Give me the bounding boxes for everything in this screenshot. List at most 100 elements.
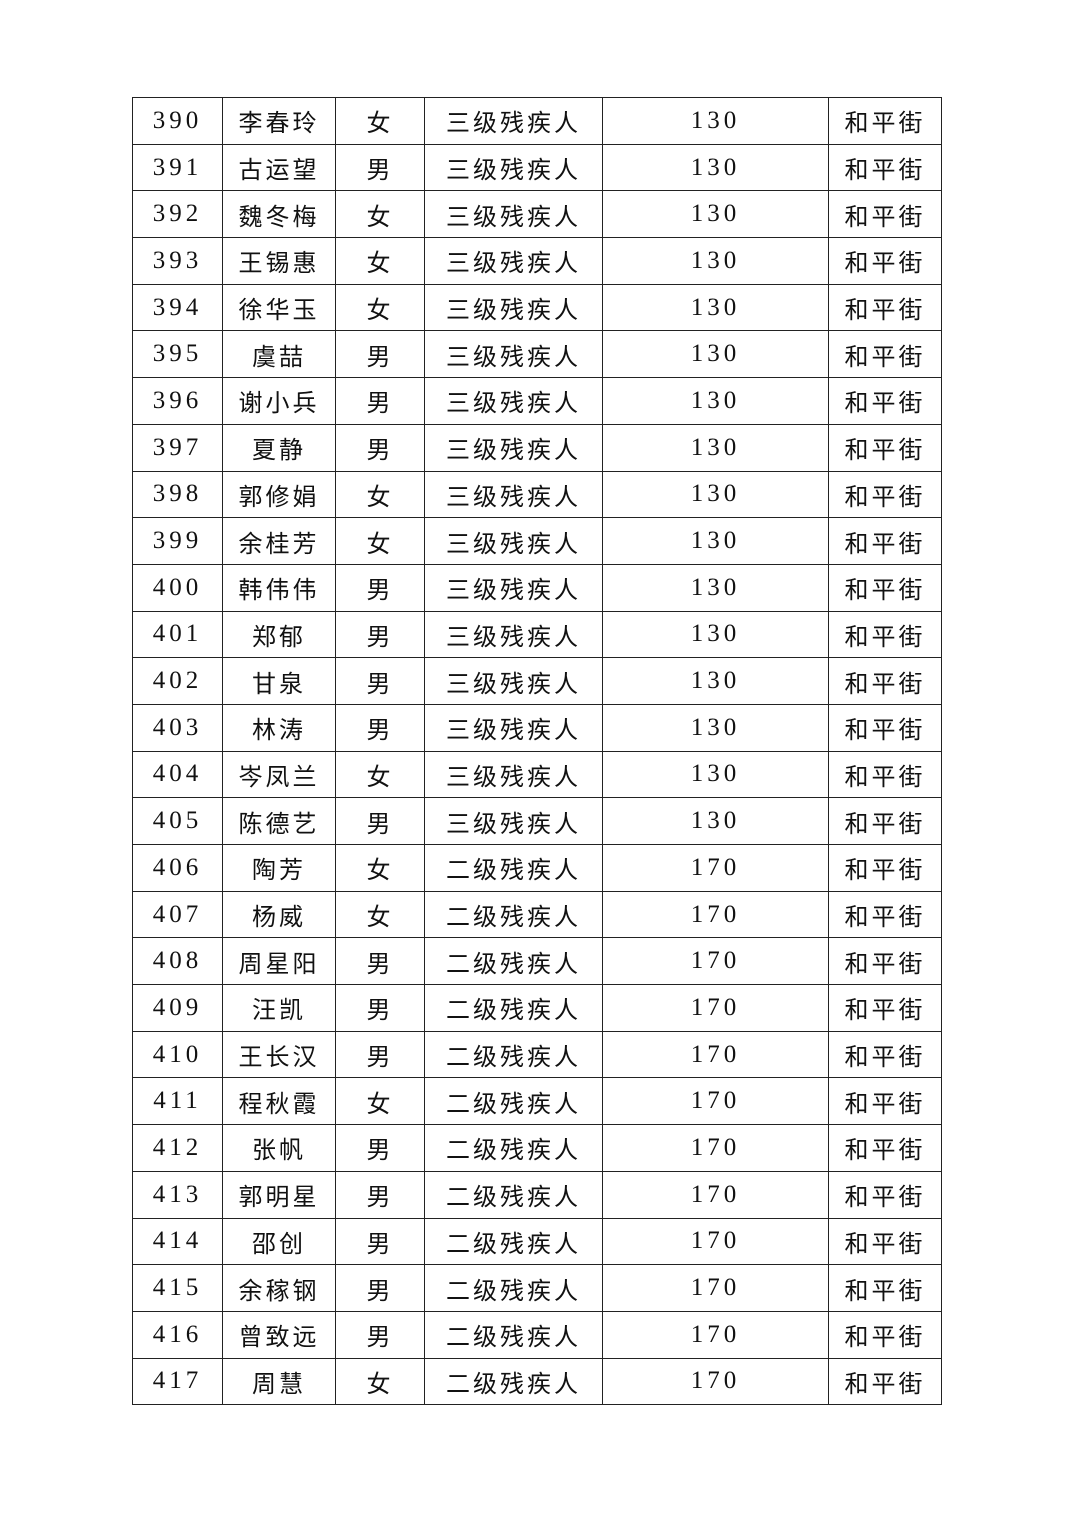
amount-cell: 130: [602, 330, 829, 379]
table-row: 411 程秋霞女二级残疾人 170 和平街: [132, 1077, 942, 1126]
gender-cell: 男: [335, 143, 425, 192]
gender-cell: 男: [335, 984, 425, 1032]
street-cell: 和平街: [828, 330, 942, 379]
street-cell: 和平街: [828, 844, 942, 892]
street-cell: 和平街: [828, 1124, 942, 1172]
amount-cell: 170: [602, 1310, 829, 1359]
disability-level-cell: 二级残疾人: [424, 1357, 603, 1406]
amount-cell: 170: [602, 844, 829, 892]
serial-number-cell: 396: [132, 377, 223, 425]
amount-cell: 130: [602, 797, 829, 845]
street-cell: 和平街: [828, 610, 942, 659]
table-row: 394 徐华玉女三级残疾人 130 和平街: [132, 283, 942, 332]
name-cell: 汪凯: [222, 984, 336, 1032]
disability-level-cell: 三级残疾人: [424, 470, 603, 519]
table-row: 400 韩伟伟男三级残疾人 130 和平街: [132, 563, 942, 612]
name-cell: 夏静: [222, 423, 336, 472]
serial-number-cell: 413: [132, 1170, 223, 1219]
name-cell: 郭修娟: [222, 470, 336, 519]
serial-number-cell: 399: [132, 517, 223, 565]
amount-cell: 130: [602, 750, 829, 799]
disability-level-cell: 二级残疾人: [424, 1030, 603, 1079]
name-cell: 余桂芳: [222, 517, 336, 565]
name-cell: 魏冬梅: [222, 190, 336, 239]
disability-level-cell: 三级残疾人: [424, 423, 603, 472]
name-cell: 程秋霞: [222, 1077, 336, 1126]
disability-level-cell: 二级残疾人: [424, 890, 603, 939]
street-cell: 和平街: [828, 563, 942, 612]
disability-level-cell: 二级残疾人: [424, 1264, 603, 1312]
gender-cell: 女: [335, 1077, 425, 1126]
serial-number-cell: 415: [132, 1264, 223, 1312]
serial-number-cell: 411: [132, 1077, 223, 1126]
disability-level-cell: 二级残疾人: [424, 844, 603, 892]
street-cell: 和平街: [828, 657, 942, 705]
name-cell: 余稼钢: [222, 1264, 336, 1312]
gender-cell: 女: [335, 190, 425, 239]
disability-level-cell: 三级残疾人: [424, 97, 603, 145]
table-row: 406 陶芳女二级残疾人 170 和平街: [132, 844, 942, 892]
name-cell: 李春玲: [222, 97, 336, 145]
disability-level-cell: 二级残疾人: [424, 1077, 603, 1126]
table-row: 416 曾致远男二级残疾人 170 和平街: [132, 1310, 942, 1359]
amount-cell: 130: [602, 517, 829, 565]
serial-number-cell: 410: [132, 1030, 223, 1079]
disability-level-cell: 三级残疾人: [424, 657, 603, 705]
gender-cell: 男: [335, 1264, 425, 1312]
serial-number-cell: 395: [132, 330, 223, 379]
serial-number-cell: 403: [132, 703, 223, 752]
amount-cell: 170: [602, 937, 829, 986]
gender-cell: 男: [335, 1030, 425, 1079]
gender-cell: 男: [335, 610, 425, 659]
street-cell: 和平街: [828, 470, 942, 519]
gender-cell: 女: [335, 890, 425, 939]
serial-number-cell: 393: [132, 237, 223, 285]
disability-level-cell: 二级残疾人: [424, 1217, 603, 1266]
amount-cell: 130: [602, 470, 829, 519]
amount-cell: 130: [602, 423, 829, 472]
table-row: 417 周慧女二级残疾人 170 和平街: [132, 1357, 942, 1406]
disability-level-cell: 三级残疾人: [424, 330, 603, 379]
amount-cell: 170: [602, 1077, 829, 1126]
amount-cell: 170: [602, 984, 829, 1032]
table-row: 398 郭修娟女三级残疾人 130 和平街: [132, 470, 942, 519]
serial-number-cell: 391: [132, 143, 223, 192]
amount-cell: 130: [602, 610, 829, 659]
table-row: 402 甘泉男三级残疾人 130 和平街: [132, 657, 942, 705]
disability-level-cell: 三级残疾人: [424, 377, 603, 425]
name-cell: 谢小兵: [222, 377, 336, 425]
amount-cell: 130: [602, 283, 829, 332]
name-cell: 邵创: [222, 1217, 336, 1266]
gender-cell: 女: [335, 1357, 425, 1406]
amount-cell: 130: [602, 237, 829, 285]
amount-cell: 170: [602, 890, 829, 939]
table-row: 390 李春玲女三级残疾人 130 和平街: [132, 97, 942, 145]
name-cell: 曾致远: [222, 1310, 336, 1359]
serial-number-cell: 390: [132, 97, 223, 145]
street-cell: 和平街: [828, 703, 942, 752]
street-cell: 和平街: [828, 1170, 942, 1219]
serial-number-cell: 405: [132, 797, 223, 845]
serial-number-cell: 398: [132, 470, 223, 519]
table-row: 393 王锡惠女三级残疾人 130 和平街: [132, 237, 942, 285]
disability-level-cell: 二级残疾人: [424, 1124, 603, 1172]
name-cell: 甘泉: [222, 657, 336, 705]
disability-level-cell: 二级残疾人: [424, 937, 603, 986]
street-cell: 和平街: [828, 283, 942, 332]
gender-cell: 男: [335, 703, 425, 752]
serial-number-cell: 404: [132, 750, 223, 799]
table-row: 405 陈德艺男三级残疾人 130 和平街: [132, 797, 942, 845]
table-row: 391 古运望男三级残疾人 130 和平街: [132, 143, 942, 192]
table-row: 399 余桂芳女三级残疾人 130 和平街: [132, 517, 942, 565]
amount-cell: 170: [602, 1357, 829, 1406]
amount-cell: 170: [602, 1030, 829, 1079]
gender-cell: 女: [335, 470, 425, 519]
serial-number-cell: 409: [132, 984, 223, 1032]
gender-cell: 女: [335, 283, 425, 332]
amount-cell: 170: [602, 1217, 829, 1266]
street-cell: 和平街: [828, 797, 942, 845]
table-row: 401 郑郁男三级残疾人 130 和平街: [132, 610, 942, 659]
street-cell: 和平街: [828, 1357, 942, 1406]
table-row: 409 汪凯男二级残疾人 170 和平街: [132, 984, 942, 1032]
table-row: 396 谢小兵男三级残疾人 130 和平街: [132, 377, 942, 425]
